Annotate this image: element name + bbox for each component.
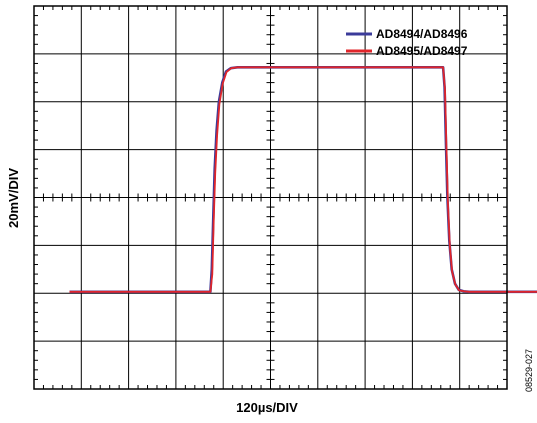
figure-id: 08529-027 xyxy=(524,349,534,392)
plot-frame xyxy=(33,5,508,390)
y-axis-label: 20mV/DIV xyxy=(6,168,21,228)
series-line-ad8495 xyxy=(69,66,537,293)
x-axis-label: 120µs/DIV xyxy=(236,400,298,415)
grid xyxy=(34,6,507,389)
legend: AD8494/AD8496 AD8495/AD8497 xyxy=(346,27,468,58)
legend-label-ad8495: AD8495/AD8497 xyxy=(376,44,468,58)
series-line-ad8494 xyxy=(69,66,537,294)
series-layer xyxy=(69,66,537,294)
legend-label-ad8494: AD8494/AD8496 xyxy=(376,27,468,41)
